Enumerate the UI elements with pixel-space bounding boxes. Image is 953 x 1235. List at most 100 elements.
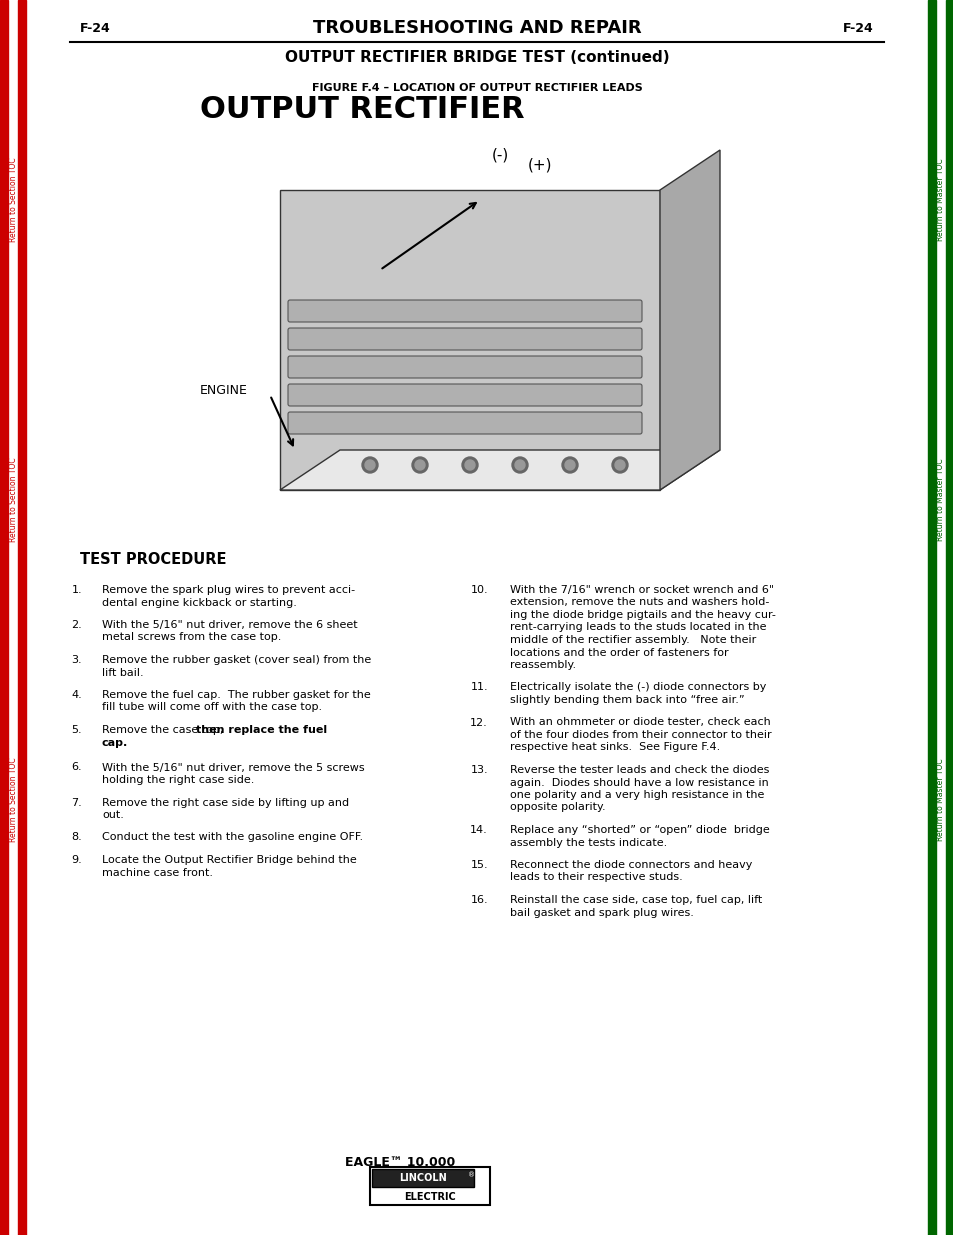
FancyBboxPatch shape (288, 384, 641, 406)
Text: Remove the case top,: Remove the case top, (102, 725, 227, 735)
Text: out.: out. (102, 810, 124, 820)
Text: EAGLE™ 10,000: EAGLE™ 10,000 (345, 1156, 455, 1168)
Circle shape (564, 459, 575, 471)
Text: Conduct the test with the gasoline engine OFF.: Conduct the test with the gasoline engin… (102, 832, 363, 842)
Text: opposite polarity.: opposite polarity. (510, 803, 605, 813)
Text: respective heat sinks.  See Figure F.4.: respective heat sinks. See Figure F.4. (510, 742, 720, 752)
Text: With the 5/16" nut driver, remove the 5 screws: With the 5/16" nut driver, remove the 5 … (102, 762, 364, 773)
Circle shape (365, 459, 375, 471)
Circle shape (612, 457, 627, 473)
Text: 1.: 1. (71, 585, 82, 595)
Bar (0, 0, 8, 1235)
Circle shape (515, 459, 524, 471)
Text: cap.: cap. (102, 737, 128, 747)
Text: TROUBLESHOOTING AND REPAIR: TROUBLESHOOTING AND REPAIR (313, 19, 640, 37)
Text: (-): (-) (491, 147, 508, 163)
Text: rent-carrying leads to the studs located in the: rent-carrying leads to the studs located… (510, 622, 765, 632)
Text: 8.: 8. (71, 832, 82, 842)
Text: Reconnect the diode connectors and heavy: Reconnect the diode connectors and heavy (510, 860, 752, 869)
Text: LINCOLN: LINCOLN (398, 1173, 446, 1183)
Text: ELECTRIC: ELECTRIC (404, 1192, 456, 1202)
Text: Return to Section TOC: Return to Section TOC (9, 158, 17, 242)
Text: Remove the spark plug wires to prevent acci-: Remove the spark plug wires to prevent a… (102, 585, 355, 595)
Text: 9.: 9. (71, 855, 82, 864)
Text: 14.: 14. (470, 825, 488, 835)
Text: OUTPUT RECTIFIER BRIDGE TEST (continued): OUTPUT RECTIFIER BRIDGE TEST (continued) (284, 49, 669, 64)
Circle shape (361, 457, 377, 473)
Text: assembly the tests indicate.: assembly the tests indicate. (510, 837, 666, 847)
Text: With an ohmmeter or diode tester, check each: With an ohmmeter or diode tester, check … (510, 718, 770, 727)
Text: machine case front.: machine case front. (102, 867, 213, 878)
Text: slightly bending them back into “free air.”: slightly bending them back into “free ai… (510, 695, 744, 705)
FancyBboxPatch shape (288, 356, 641, 378)
Text: TEST PROCEDURE: TEST PROCEDURE (80, 552, 226, 568)
Text: Replace any “shorted” or “open” diode  bridge: Replace any “shorted” or “open” diode br… (510, 825, 769, 835)
Text: one polarity and a very high resistance in the: one polarity and a very high resistance … (510, 790, 763, 800)
Polygon shape (659, 149, 720, 490)
FancyBboxPatch shape (288, 329, 641, 350)
Text: 10.: 10. (470, 585, 488, 595)
Text: 5.: 5. (71, 725, 82, 735)
Text: of the four diodes from their connector to their: of the four diodes from their connector … (510, 730, 771, 740)
Text: Return to Section TOC: Return to Section TOC (9, 458, 17, 542)
Circle shape (464, 459, 475, 471)
Text: F-24: F-24 (80, 21, 111, 35)
Text: Remove the fuel cap.  The rubber gasket for the: Remove the fuel cap. The rubber gasket f… (102, 690, 371, 700)
Text: 12.: 12. (470, 718, 488, 727)
Text: Return to Master TOC: Return to Master TOC (936, 158, 944, 241)
FancyBboxPatch shape (280, 190, 659, 490)
Bar (18, 0, 26, 1235)
Text: With the 7/16" wrench or socket wrench and 6": With the 7/16" wrench or socket wrench a… (510, 585, 773, 595)
Text: ENGINE: ENGINE (200, 384, 248, 396)
Text: 3.: 3. (71, 655, 82, 664)
Polygon shape (280, 450, 720, 490)
Text: Electrically isolate the (-) diode connectors by: Electrically isolate the (-) diode conne… (510, 683, 765, 693)
Text: Return to Master TOC: Return to Master TOC (936, 758, 944, 841)
Text: extension, remove the nuts and washers hold-: extension, remove the nuts and washers h… (510, 598, 768, 608)
Text: metal screws from the case top.: metal screws from the case top. (102, 632, 281, 642)
Text: Locate the Output Rectifier Bridge behind the: Locate the Output Rectifier Bridge behin… (102, 855, 356, 864)
Text: then replace the fuel: then replace the fuel (196, 725, 327, 735)
Text: Remove the right case side by lifting up and: Remove the right case side by lifting up… (102, 798, 349, 808)
Text: F-24: F-24 (842, 21, 873, 35)
Text: With the 5/16" nut driver, remove the 6 sheet: With the 5/16" nut driver, remove the 6 … (102, 620, 357, 630)
Text: ®: ® (468, 1172, 475, 1178)
Bar (372, 1170, 474, 1187)
Text: Remove the rubber gasket (cover seal) from the: Remove the rubber gasket (cover seal) fr… (102, 655, 371, 664)
Text: again.  Diodes should have a low resistance in: again. Diodes should have a low resistan… (510, 778, 768, 788)
Text: bail gasket and spark plug wires.: bail gasket and spark plug wires. (510, 908, 693, 918)
Circle shape (561, 457, 578, 473)
Text: leads to their respective studs.: leads to their respective studs. (510, 872, 682, 883)
Text: 15.: 15. (470, 860, 488, 869)
Circle shape (412, 457, 428, 473)
Bar (945, 0, 953, 1235)
Text: (+): (+) (527, 158, 552, 173)
Text: 4.: 4. (71, 690, 82, 700)
Text: fill tube will come off with the case top.: fill tube will come off with the case to… (102, 703, 322, 713)
Text: Reverse the tester leads and check the diodes: Reverse the tester leads and check the d… (510, 764, 768, 776)
Text: Reinstall the case side, case top, fuel cap, lift: Reinstall the case side, case top, fuel … (510, 895, 761, 905)
Text: 6.: 6. (71, 762, 82, 773)
Text: FIGURE F.4 – LOCATION OF OUTPUT RECTIFIER LEADS: FIGURE F.4 – LOCATION OF OUTPUT RECTIFIE… (312, 83, 641, 93)
Text: Return to Section TOC: Return to Section TOC (9, 758, 17, 842)
Text: 13.: 13. (470, 764, 488, 776)
Circle shape (461, 457, 477, 473)
Circle shape (615, 459, 624, 471)
Text: 11.: 11. (470, 683, 488, 693)
Text: dental engine kickback or starting.: dental engine kickback or starting. (102, 598, 296, 608)
Circle shape (415, 459, 424, 471)
Bar (370, 1167, 490, 1205)
FancyBboxPatch shape (288, 412, 641, 433)
Text: 7.: 7. (71, 798, 82, 808)
Text: 16.: 16. (470, 895, 488, 905)
FancyBboxPatch shape (288, 300, 641, 322)
Text: lift bail.: lift bail. (102, 667, 144, 678)
Text: ing the diode bridge pigtails and the heavy cur-: ing the diode bridge pigtails and the he… (510, 610, 775, 620)
Text: holding the right case side.: holding the right case side. (102, 776, 254, 785)
Text: OUTPUT RECTIFIER: OUTPUT RECTIFIER (200, 95, 524, 125)
Bar (927, 0, 935, 1235)
Text: locations and the order of fasteners for: locations and the order of fasteners for (510, 647, 728, 657)
Text: reassembly.: reassembly. (510, 659, 576, 671)
Text: middle of the rectifier assembly.   Note their: middle of the rectifier assembly. Note t… (510, 635, 756, 645)
Circle shape (512, 457, 527, 473)
